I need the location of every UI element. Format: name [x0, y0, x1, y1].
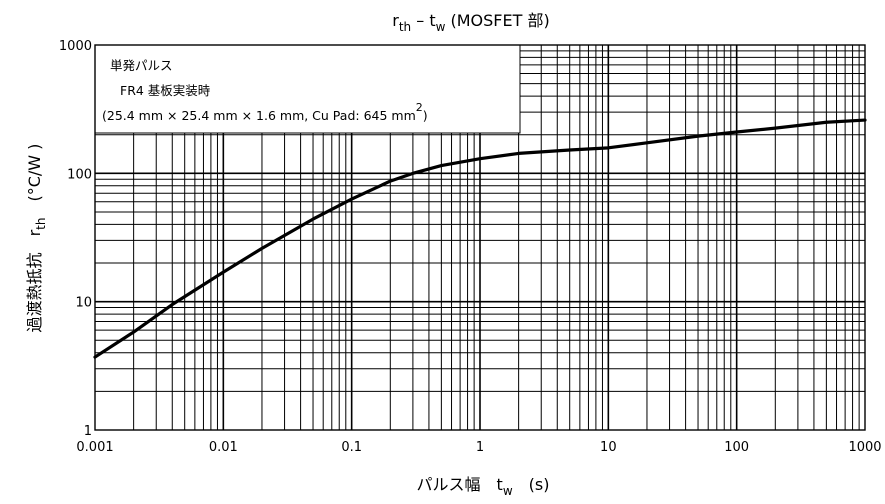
legend-line-3-sup: 2	[416, 101, 423, 114]
y-tick-label: 10	[75, 296, 92, 311]
x-tick-label: 1000	[848, 440, 881, 455]
legend-box: 単発パルス FR4 基板実装時 (25.4 mm × 25.4 mm × 1.6…	[94, 44, 521, 134]
title-main: r	[392, 11, 399, 30]
x-tick-label: 0.001	[76, 440, 113, 455]
x-axis-label: パルス幅 tw (s)	[417, 475, 550, 498]
y-axis-label: 過渡熱抵抗 rth (°C/W )	[25, 144, 48, 333]
title-tail: (MOSFET 部)	[445, 11, 549, 30]
x-label-main: パルス幅 t	[417, 475, 503, 494]
x-tick-label: 10	[600, 440, 617, 455]
y-tick-label: 1	[84, 424, 92, 439]
x-tick-label: 100	[724, 440, 749, 455]
y-tick-label: 100	[67, 167, 92, 182]
title-sub-2: w	[436, 20, 446, 34]
title-dash: – t	[411, 11, 435, 30]
x-tick-label: 0.1	[341, 440, 362, 455]
chart-title: rth – tw (MOSFET 部)	[392, 11, 549, 34]
legend-background	[94, 44, 521, 134]
x-label-sub: w	[503, 484, 513, 498]
x-tick-label: 1	[476, 440, 484, 455]
title-sub-1: th	[399, 20, 411, 34]
legend-line-2: FR4 基板実装時	[120, 83, 211, 98]
y-tick-label: 1000	[59, 39, 92, 54]
legend-line-3-end: )	[423, 108, 428, 123]
tick-labels: 0.001 0.01 0.1 1 10 100 1000 1 10 100 1000	[59, 39, 882, 455]
legend-line-3-main: (25.4 mm × 25.4 mm × 1.6 mm, Cu Pad: 645…	[102, 108, 416, 123]
legend-line-3: (25.4 mm × 25.4 mm × 1.6 mm, Cu Pad: 645…	[102, 101, 428, 123]
y-label-sub: th	[34, 218, 48, 230]
series-line	[93, 118, 867, 359]
x-label-tail: (s)	[513, 475, 550, 494]
y-label-main: 過渡熱抵抗 r	[25, 229, 44, 332]
y-label-tail: (°C/W )	[25, 144, 44, 218]
plot-frame	[94, 44, 866, 431]
x-tick-label: 0.01	[209, 440, 238, 455]
legend-line-1: 単発パルス	[110, 58, 173, 73]
